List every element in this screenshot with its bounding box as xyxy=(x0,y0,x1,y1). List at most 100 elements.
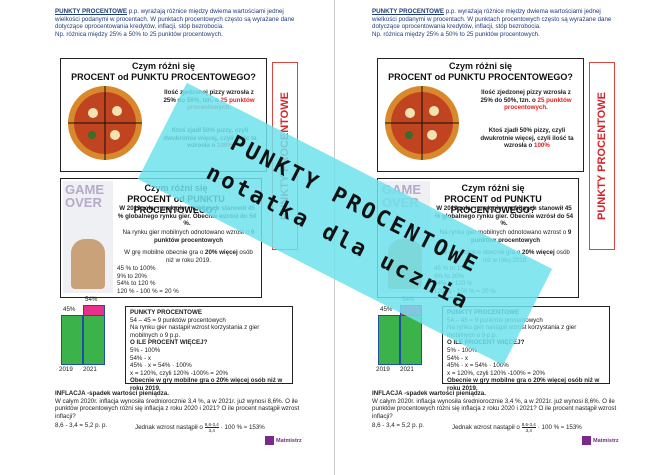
bar-year: 2021 xyxy=(400,366,414,373)
highlight: 25 punktów procentowych. xyxy=(504,96,572,112)
image-text: GAME OVER xyxy=(65,182,104,210)
games-image: GAME OVER xyxy=(63,181,113,293)
inflation-calc: 8,6 - 3,4 = 5,2 p. p. xyxy=(55,422,108,429)
calc-line: 54% - x xyxy=(130,354,151,362)
inflation-text: W całym 2020r. inflacja wynosiła średnio… xyxy=(55,397,300,420)
calc-line: 5% - 100% xyxy=(130,346,161,354)
calc-lines: 5% - 100% 54% - x 45% · x = 54% · 100% x = … xyxy=(447,347,605,377)
inflation-term: INFLACJA xyxy=(55,390,86,397)
text: Jednak wzrost nastąpił o xyxy=(452,423,520,431)
denominator: 3,4 xyxy=(525,428,532,433)
calc-title: PUNKTY PROCENTOWE xyxy=(130,309,202,316)
denominator: 3,4 xyxy=(208,428,215,433)
games-box: GAME OVER Czym różni się PROCENT od PUNK… xyxy=(60,178,262,298)
brand-name: Matmistrz xyxy=(276,437,302,444)
inflation-term: INFLACJA xyxy=(372,390,403,397)
intro-example: Np. różnica między 25% a 50% to 25 punkt… xyxy=(55,30,223,38)
highlight: 100% xyxy=(534,142,550,150)
highlight: 20% więcej xyxy=(205,249,238,256)
text: Ktoś zjadł 50% pizzy, czyli dwukrotnie w… xyxy=(480,127,574,150)
calc-line: 54% - x xyxy=(447,354,468,362)
highlight: 9 punktów procentowych xyxy=(470,229,572,244)
pizza-box: Czym różni się PROCENT od PUNKTU PROCENT… xyxy=(377,58,584,172)
calc-conclusion: Obecnie w gry mobilne gra o 20% więcej o… xyxy=(447,377,600,392)
bar-2019 xyxy=(61,315,83,365)
intro: PUNKTY PROCENTOWE p.p. wyrażają różnice … xyxy=(55,8,305,38)
inflation: INFLACJA -spadek wartości pieniądza. W c… xyxy=(372,390,620,420)
calc-line: 5% - 100% xyxy=(447,346,478,354)
text: Na rynku gier mobilnych odnotowano wzros… xyxy=(122,229,251,236)
games-text: W 2019 roku rynek gier mobilnych stanowi… xyxy=(434,205,574,228)
games-calc: 45 % to 100%9% to 20%54% to 120 %120 % -… xyxy=(117,265,197,295)
pizza-text: Ilość zjedzonej pizzy wzrosła z 25% do 5… xyxy=(476,89,576,112)
numerator: 8,6-3,4 xyxy=(521,422,536,428)
inflation-growth: Jednak wzrost nastąpił o 8,6-3,4 3,4 · 10… xyxy=(135,422,265,433)
calc-lines: 5% - 100% 54% - x 45% · x = 54% · 100% x = … xyxy=(130,347,288,377)
inflation: INFLACJA -spadek wartości pieniądza. W c… xyxy=(55,390,303,420)
calc-line: 54 – 45 = 9 punktów procentowych xyxy=(130,316,226,324)
calc-line: 9% to 20% xyxy=(117,272,147,280)
text: · 100 % ≈ 153% xyxy=(537,423,582,431)
intro: PUNKTY PROCENTOWE p.p. wyrażają różnice … xyxy=(372,8,622,38)
games-text: Na rynku gier mobilnych odnotowano wzros… xyxy=(438,229,573,244)
calc-line: 120 % - 100 % = 20 % xyxy=(117,287,179,295)
intro-term: PUNKTY PROCENTOWE xyxy=(55,8,127,15)
calc-line: x = 120%, czyli 120% -100% = 20% xyxy=(130,369,229,377)
calc-box: PUNKTY PROCENTOWE 54 – 45 = 9 punktów pr… xyxy=(125,306,293,392)
intro-example: Np. różnica między 25% a 50% to 25 punkt… xyxy=(372,30,540,38)
text: Na rynku gier mobilnych odnotowano wzros… xyxy=(439,229,568,236)
brand: Matmistrz xyxy=(265,436,302,445)
side-label-box: PUNKTY PROCENTOWE xyxy=(589,62,615,250)
bar-figure: 45% 54% 2019 2021 xyxy=(55,296,115,376)
brand-name: Matmistrz xyxy=(593,437,619,444)
calc-line: 45 % to 100% xyxy=(117,265,156,272)
brand-logo xyxy=(265,436,274,445)
calc-line: 54% to 120 % xyxy=(117,280,156,288)
side-label: PUNKTY PROCENTOWE xyxy=(596,92,608,220)
inflation-def: -spadek wartości pieniądza. xyxy=(85,390,169,397)
box-title: Czym różni się xyxy=(131,61,196,71)
brand-logo xyxy=(582,436,591,445)
calc-line: x = 120%, czyli 120% -100% = 20% xyxy=(447,369,546,377)
highlight: 20% więcej xyxy=(522,249,555,256)
bar-year: 2019 xyxy=(59,366,73,373)
fraction: 8,6-3,4 3,4 xyxy=(204,422,219,433)
bar-2019 xyxy=(378,315,400,365)
intro-text: p.p. wyrażają różnice między dwiema wart… xyxy=(372,8,612,31)
box-title: PROCENT od PUNKTU PROCENTOWEGO? xyxy=(71,72,256,82)
figure xyxy=(71,239,105,289)
box-title: PROCENT od PUNKTU PROCENTOWEGO? xyxy=(388,72,573,82)
bar-label: 54% xyxy=(85,296,98,303)
calc-line: 45% · x = 54% · 100% xyxy=(130,362,192,370)
bar-year: 2021 xyxy=(83,366,97,373)
fraction: 8,6-3,4 3,4 xyxy=(521,422,536,433)
pizza-text: Ktoś zjadł 50% pizzy, czyli dwukrotnie w… xyxy=(476,127,578,150)
inflation-calc: 8,6 - 3,4 = 5,2 p. p. xyxy=(372,422,425,429)
games-text: W 2019 roku rynek gier mobilnych stanowi… xyxy=(117,205,257,228)
numerator: 8,6-3,4 xyxy=(204,422,219,428)
games-text: W grę mobilne obecnie gra o 20% więcej o… xyxy=(121,249,256,264)
inflation-def: -spadek wartości pieniądza. xyxy=(402,390,486,397)
pizza-image xyxy=(385,86,459,160)
text: Jednak wzrost nastąpił o xyxy=(135,423,203,431)
calc-line: Na rynku gier nastąpił wzrost korzystani… xyxy=(130,324,260,339)
calc-line: 45% · x = 54% · 100% xyxy=(447,362,509,370)
inflation-text: W całym 2020r. inflacja wynosiła średnio… xyxy=(372,397,617,420)
pizza-image xyxy=(68,86,142,160)
calc-question: O ILE PROCENT WIĘCEJ? xyxy=(130,339,208,347)
inflation-growth: Jednak wzrost nastąpił o 8,6-3,4 3,4 · 10… xyxy=(452,422,582,433)
bar-label: 45% xyxy=(380,306,393,313)
brand: Matmistrz xyxy=(582,436,619,445)
intro-term: PUNKTY PROCENTOWE xyxy=(372,8,444,15)
bar-year: 2019 xyxy=(376,366,390,373)
text: osób niż w roku 2019. xyxy=(165,249,253,264)
bar-2021 xyxy=(83,315,105,365)
calc-conclusion: Obecnie w gry mobilne gra o 20% więcej o… xyxy=(130,377,283,392)
box-title: Czym różni się xyxy=(448,61,513,71)
text: · 100 % ≈ 153% xyxy=(220,423,265,431)
text: Ilość zjedzonej pizzy wzrosła z 25% do 5… xyxy=(480,89,571,104)
bar-label: 45% xyxy=(63,306,76,313)
box-title: PROCENT od PUNKTU PROCENTOWEGO? xyxy=(444,194,542,215)
text: W grę mobilne obecnie gra o xyxy=(124,249,205,256)
